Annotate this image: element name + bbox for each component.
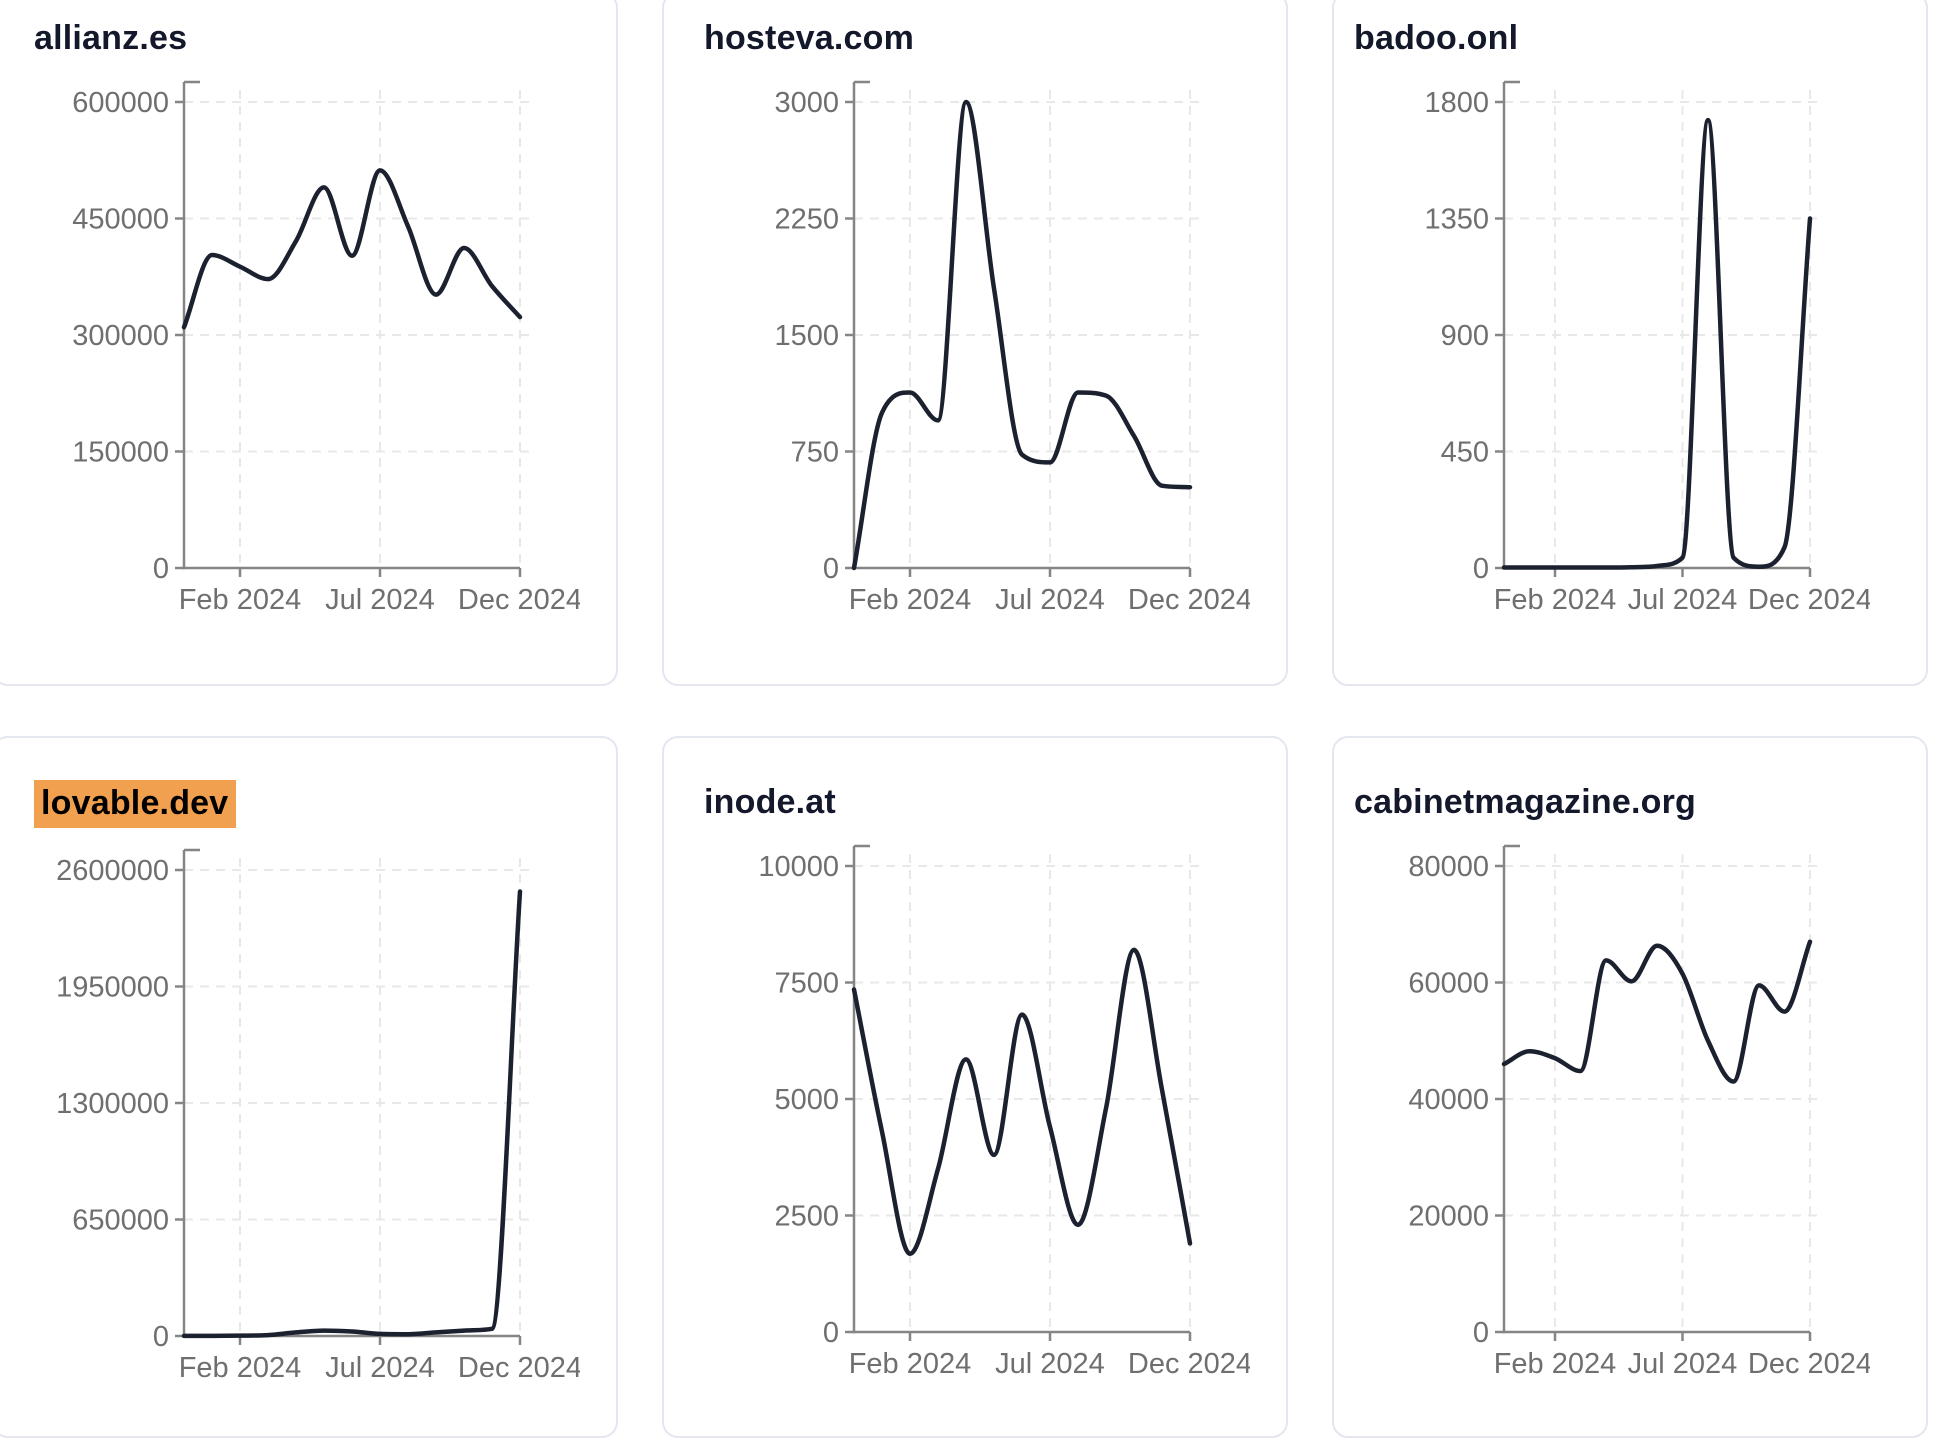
line-chart-allianz-es: 0 150000 300000 450000 600000 Feb 2024 Jul 202… [72,80,580,616]
svg-text:Feb 2024: Feb 2024 [179,584,302,616]
svg-text:Jul 2024: Jul 2024 [995,584,1105,616]
domain-title-text[interactable]: allianz.es [34,19,188,57]
svg-text:Feb 2024: Feb 2024 [849,584,972,616]
svg-text:0: 0 [1473,1317,1489,1349]
svg-text:60000: 60000 [1408,968,1489,1000]
svg-text:900: 900 [1441,320,1489,352]
svg-text:0: 0 [153,1321,169,1353]
line-chart-inode-at: 0 2500 5000 7500 10000 Feb 2024 Jul 2024 Dec 20… [758,844,1250,1380]
domain-title-text[interactable]: hosteva.com [704,19,915,57]
domain-title: cabinetmagazine.org [1354,780,1886,824]
svg-text:Jul 2024: Jul 2024 [1628,1348,1738,1380]
svg-text:3000: 3000 [774,87,839,119]
chart-card-inode-at[interactable]: inode.at 0 2500 5000 7500 10000 Feb 2024 Jul 2… [662,736,1288,1438]
svg-text:Dec 2024: Dec 2024 [1128,584,1250,616]
svg-text:Feb 2024: Feb 2024 [849,1348,972,1380]
svg-text:1950000: 1950000 [56,972,169,1004]
svg-text:5000: 5000 [774,1084,839,1116]
domain-title: inode.at [704,780,1246,824]
svg-text:Feb 2024: Feb 2024 [1494,1348,1617,1380]
svg-text:0: 0 [823,1317,839,1349]
svg-text:1350: 1350 [1424,204,1489,236]
chart-card-allianz-es[interactable]: allianz.es 0 150000 300000 450000 600000 Feb … [0,0,618,686]
chart-card-hosteva-com[interactable]: hosteva.com 0 750 1500 2250 3000 Feb 2024 Jul … [662,0,1288,686]
svg-text:0: 0 [153,553,169,585]
svg-text:150000: 150000 [72,437,169,469]
svg-text:Dec 2024: Dec 2024 [458,1352,580,1384]
svg-text:7500: 7500 [774,968,839,1000]
line-chart-hosteva-com: 0 750 1500 2250 3000 Feb 2024 Jul 2024 Dec 2024 [774,80,1250,616]
line-chart-cabinetmagazine-org: 0 20000 40000 60000 80000 Feb 2024 Jul 2024 Dec… [1408,844,1870,1380]
svg-text:300000: 300000 [72,320,169,352]
svg-text:Dec 2024: Dec 2024 [1128,1348,1250,1380]
svg-text:80000: 80000 [1408,851,1489,883]
svg-text:Jul 2024: Jul 2024 [325,584,435,616]
svg-text:750: 750 [791,437,839,469]
svg-text:1300000: 1300000 [56,1088,169,1120]
svg-text:Dec 2024: Dec 2024 [1748,1348,1870,1380]
chart-card-badoo-onl[interactable]: badoo.onl 0 450 900 1350 1800 Feb 2024 Jul 202… [1332,0,1928,686]
svg-text:Jul 2024: Jul 2024 [1628,584,1738,616]
svg-text:10000: 10000 [758,851,839,883]
domain-title: badoo.onl [1354,16,1886,60]
svg-text:450: 450 [1441,437,1489,469]
svg-text:0: 0 [1473,553,1489,585]
svg-text:450000: 450000 [72,204,169,236]
svg-text:20000: 20000 [1408,1201,1489,1233]
domain-title-text[interactable]: badoo.onl [1354,19,1519,57]
svg-text:600000: 600000 [72,87,169,119]
svg-text:0: 0 [823,553,839,585]
line-chart-lovable-dev: 0 650000 1300000 1950000 2600000 Feb 2024 Jul … [56,848,580,1384]
line-chart-badoo-onl: 0 450 900 1350 1800 Feb 2024 Jul 2024 Dec 2024 [1424,80,1870,616]
domain-title: lovable.dev [34,780,576,828]
svg-text:40000: 40000 [1408,1084,1489,1116]
domain-title: allianz.es [34,16,576,60]
svg-text:2250: 2250 [774,204,839,236]
domain-title-text[interactable]: lovable.dev [34,780,237,828]
domain-title-text[interactable]: inode.at [704,783,836,821]
svg-text:2500: 2500 [774,1201,839,1233]
chart-card-cabinetmagazine-org[interactable]: cabinetmagazine.org 0 20000 40000 60000 8000… [1332,736,1928,1438]
svg-text:Feb 2024: Feb 2024 [1494,584,1617,616]
domain-title: hosteva.com [704,16,1246,60]
chart-card-lovable-dev[interactable]: lovable.dev 0 650000 1300000 1950000 2600000… [0,736,618,1438]
domain-title-text[interactable]: cabinetmagazine.org [1354,783,1696,821]
svg-text:1800: 1800 [1424,87,1489,119]
svg-text:1500: 1500 [774,320,839,352]
svg-text:Jul 2024: Jul 2024 [325,1352,435,1384]
svg-text:Dec 2024: Dec 2024 [458,584,580,616]
svg-text:Dec 2024: Dec 2024 [1748,584,1870,616]
svg-text:650000: 650000 [72,1205,169,1237]
svg-text:2600000: 2600000 [56,855,169,887]
svg-text:Feb 2024: Feb 2024 [179,1352,302,1384]
svg-text:Jul 2024: Jul 2024 [995,1348,1105,1380]
